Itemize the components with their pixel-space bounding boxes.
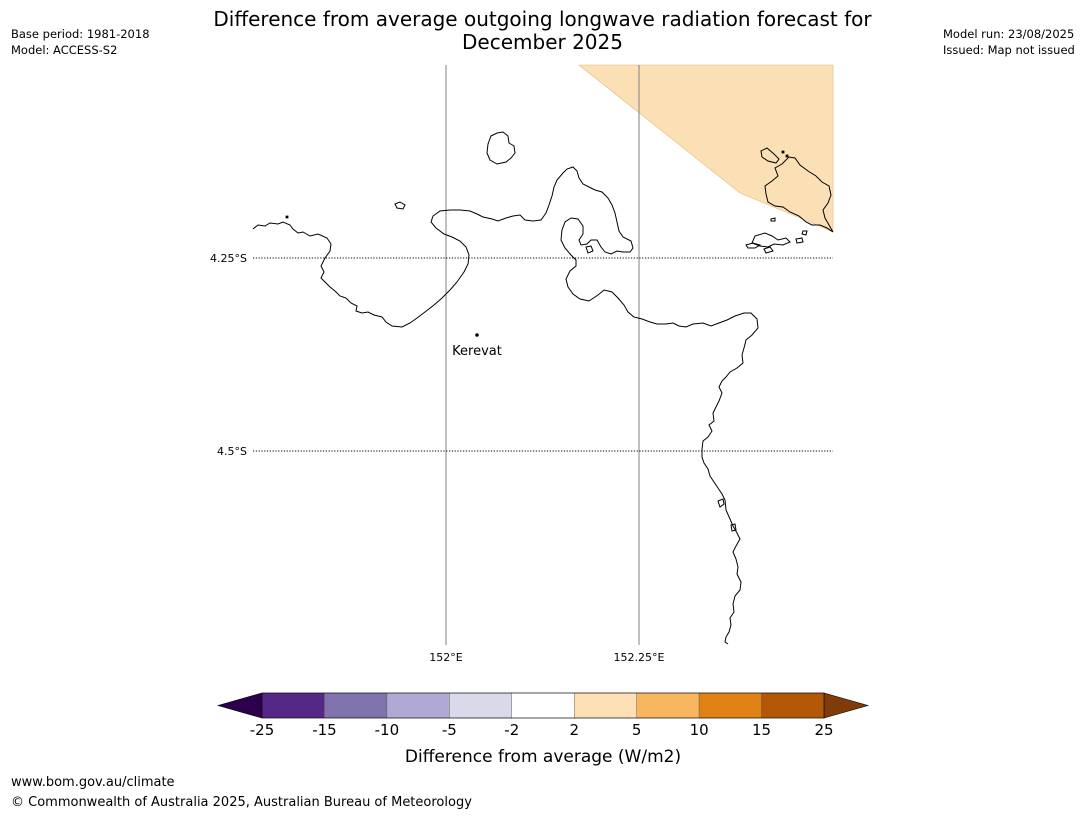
- island-duke-york: [751, 232, 791, 248]
- colorbar-segment: [636, 692, 700, 719]
- title-line-2: December 2025: [462, 30, 623, 54]
- island-tavui: [585, 245, 594, 254]
- issued-status: Issued: Map not issued: [943, 43, 1075, 57]
- colorbar-segment: [511, 692, 575, 719]
- colorbar-segment: [761, 692, 825, 719]
- island-small-east-3: [770, 217, 776, 222]
- colorbar-segment: [574, 692, 637, 719]
- island-north-ni-2: [781, 150, 785, 154]
- colorbar-segment: [449, 692, 512, 719]
- island-north-ni-3: [785, 154, 789, 158]
- island-ulu: [763, 246, 774, 254]
- lon-label-152-25: 152.25°E: [614, 651, 665, 664]
- model-run: Model run: 23/08/2025: [943, 27, 1075, 41]
- lat-label-4-25: 4.25°S: [210, 252, 247, 265]
- island-mioko: [745, 242, 762, 249]
- model-name: Model: ACCESS-S2: [11, 43, 118, 57]
- title-line-1: Difference from average outgoing longwav…: [213, 7, 872, 31]
- colorbar-tick-label: -15: [312, 721, 337, 739]
- colorbar-tick-label: 25: [814, 721, 833, 739]
- island-small-west: [394, 201, 406, 210]
- lon-label-152: 152°E: [429, 651, 462, 664]
- island-small-east-1: [795, 237, 804, 244]
- meta-right: Model run: 23/08/2025 Issued: Map not is…: [943, 26, 1075, 58]
- anomaly-region: [578, 64, 834, 233]
- kerevat-marker: [475, 333, 479, 337]
- colorbar-extend-high: [823, 692, 870, 719]
- island-small-east-2: [801, 230, 808, 236]
- base-period: Base period: 1981-2018: [11, 27, 150, 41]
- meta-left: Base period: 1981-2018 Model: ACCESS-S2: [11, 26, 150, 58]
- island-southeast-2: [730, 523, 737, 532]
- colorbar-tick-label: 15: [752, 721, 771, 739]
- colorbar-segment: [261, 692, 325, 719]
- coastline: [252, 166, 759, 645]
- colorbar-tick-label: -10: [375, 721, 400, 739]
- colorbar-tick-label: -5: [442, 721, 457, 739]
- lat-label-4-5: 4.5°S: [217, 445, 247, 458]
- kerevat-label: Kerevat: [452, 344, 502, 359]
- colorbar-segment: [386, 692, 450, 719]
- colorbar-extend-low: [216, 692, 263, 719]
- island-north-ni-1: [760, 147, 780, 164]
- colorbar-tick-label: 5: [632, 721, 642, 739]
- colorbar-tick-label: 2: [569, 721, 579, 739]
- colorbar-outline: [261, 692, 825, 719]
- colorbar-segments: [261, 692, 825, 719]
- colorbar-segment: [324, 692, 388, 719]
- footer-url: www.bom.gov.au/climate: [11, 775, 175, 790]
- map-title: Difference from average outgoing longwav…: [160, 8, 925, 54]
- island-dot-west: [285, 215, 289, 219]
- colorbar-tick-label: 10: [690, 721, 709, 739]
- colorbar-segment: [698, 692, 762, 719]
- island-watom: [486, 131, 516, 165]
- colorbar-title: Difference from average (W/m2): [405, 747, 681, 767]
- colorbar-ticks: -25 -15 -10 -5 -2 2 5 10 15 25: [250, 721, 834, 739]
- island-southeast-1: [717, 498, 725, 508]
- map-area: Kerevat 4.25°S 4.5°S 152°E 152.25°E: [210, 64, 834, 664]
- colorbar-tick-label: -2: [504, 721, 519, 739]
- colorbar-tick-label: -25: [250, 721, 275, 739]
- coastline-new-ireland: [764, 156, 834, 233]
- footer-copyright: © Commonwealth of Australia 2025, Austra…: [11, 795, 472, 810]
- colorbar: -25 -15 -10 -5 -2 2 5 10 15 25 Difference from av…: [216, 692, 870, 767]
